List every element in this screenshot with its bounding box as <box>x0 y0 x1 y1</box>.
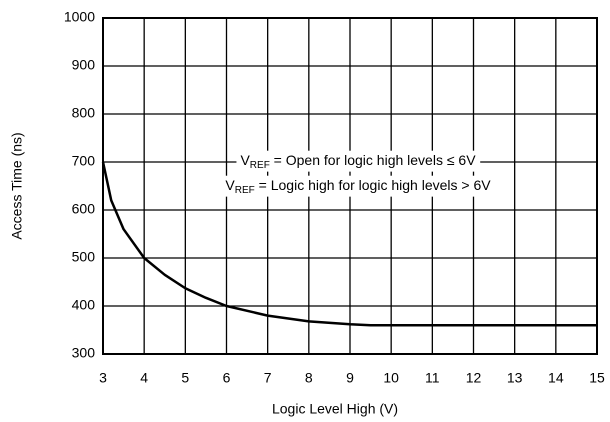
x-tick-label: 12 <box>466 370 482 386</box>
x-tick-label: 5 <box>181 370 189 386</box>
x-tick-label: 9 <box>346 370 354 386</box>
y-tick-label: 400 <box>72 297 96 313</box>
y-tick-label: 300 <box>72 345 96 361</box>
y-tick-label: 1000 <box>64 9 95 25</box>
x-tick-label: 7 <box>264 370 272 386</box>
y-tick-label: 800 <box>72 105 96 121</box>
x-tick-label: 4 <box>140 370 148 386</box>
x-tick-label: 14 <box>548 370 564 386</box>
x-axis-label: Logic Level High (V) <box>272 401 398 417</box>
plot-border <box>102 17 598 355</box>
x-tick-label: 3 <box>99 370 107 386</box>
x-tick-label: 10 <box>383 370 399 386</box>
x-tick-label: 8 <box>305 370 313 386</box>
annotation: VREF = Open for logic high levels ≤ 6V <box>240 152 476 171</box>
annotation-subscript: REF <box>250 160 270 171</box>
annotation-background <box>221 175 496 197</box>
y-axis-label: Access Time (ns) <box>9 132 25 239</box>
x-tick-label: 13 <box>507 370 523 386</box>
x-tick-label: 6 <box>223 370 231 386</box>
x-tick-label: 15 <box>589 370 605 386</box>
annotation-background <box>236 150 481 172</box>
annotation-text: V <box>240 152 250 168</box>
y-tick-label: 500 <box>72 249 96 265</box>
annotation-text: = Open for logic high levels ≤ 6V <box>270 152 476 168</box>
annotation-text: = Logic high for logic high levels > 6V <box>255 177 491 193</box>
y-tick-label: 900 <box>72 57 96 73</box>
annotation: VREF = Logic high for logic high levels … <box>225 177 491 196</box>
annotation-subscript: REF <box>235 185 255 196</box>
annotations: VREF = Open for logic high levels ≤ 6VVR… <box>221 150 496 197</box>
y-tick-label: 600 <box>72 201 96 217</box>
data-line <box>101 161 597 327</box>
x-tick-label: 11 <box>425 370 440 386</box>
annotation-text: V <box>225 177 235 193</box>
y-tick-label: 700 <box>72 153 96 169</box>
